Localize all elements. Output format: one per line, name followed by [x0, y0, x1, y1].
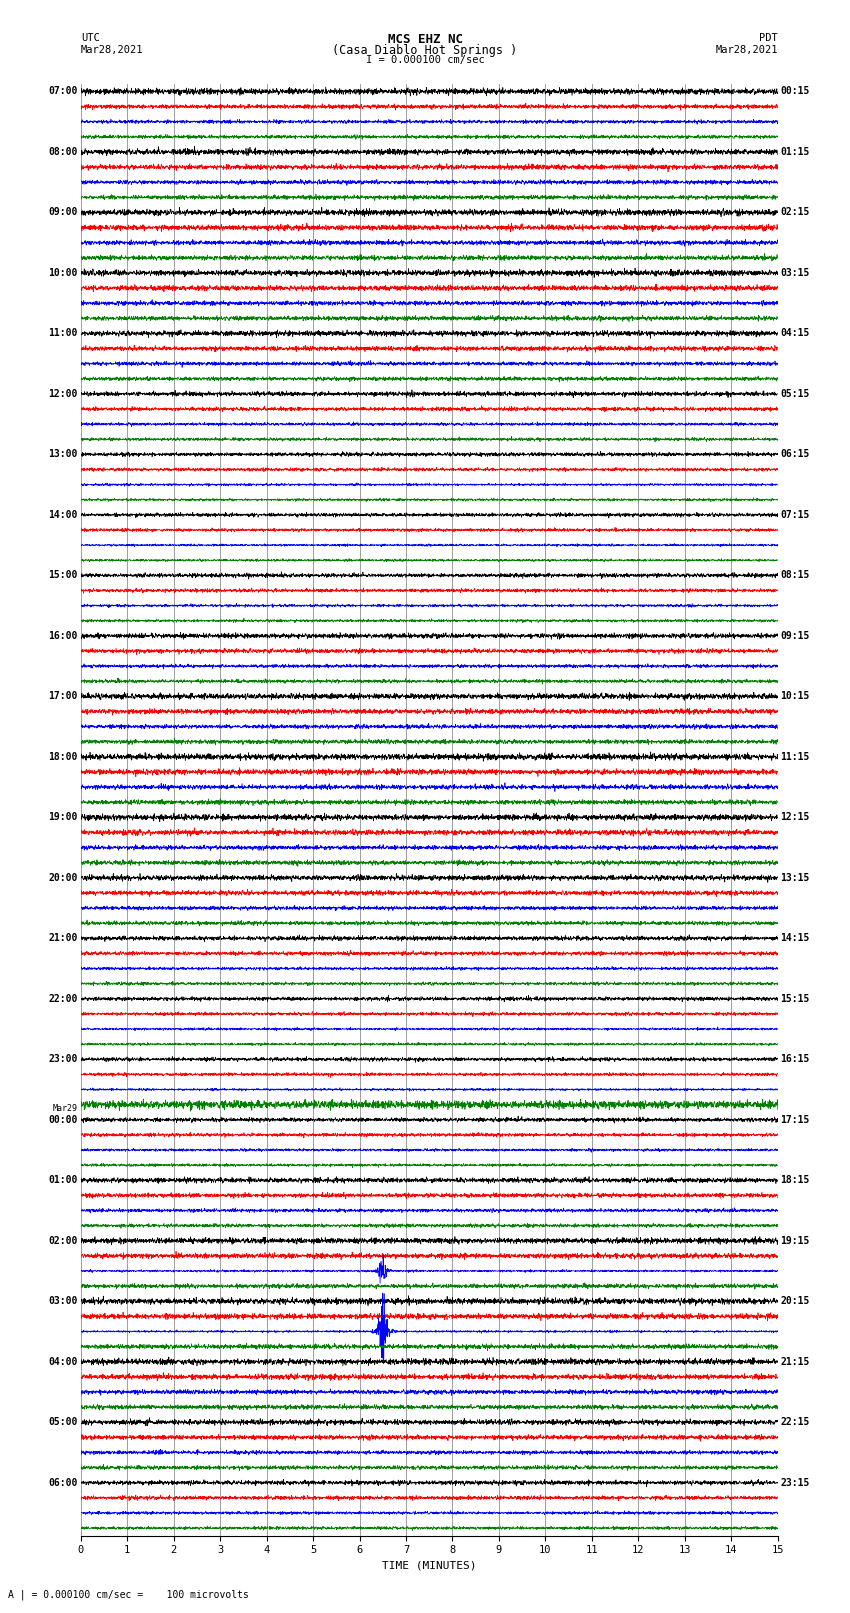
Text: 11:15: 11:15 — [780, 752, 810, 761]
Text: 00:00: 00:00 — [48, 1115, 78, 1124]
Text: 15:15: 15:15 — [780, 994, 810, 1003]
Text: 05:00: 05:00 — [48, 1418, 78, 1428]
Text: 01:00: 01:00 — [48, 1176, 78, 1186]
Text: 12:00: 12:00 — [48, 389, 78, 398]
Text: 17:00: 17:00 — [48, 692, 78, 702]
Text: 15:00: 15:00 — [48, 571, 78, 581]
Text: 18:00: 18:00 — [48, 752, 78, 761]
Text: I = 0.000100 cm/sec: I = 0.000100 cm/sec — [366, 55, 484, 65]
Text: PDT: PDT — [759, 32, 778, 44]
Text: 03:00: 03:00 — [48, 1297, 78, 1307]
Text: Mar28,2021: Mar28,2021 — [715, 45, 778, 55]
Text: 13:15: 13:15 — [780, 873, 810, 882]
Text: 12:15: 12:15 — [780, 813, 810, 823]
Text: 02:00: 02:00 — [48, 1236, 78, 1245]
Text: 19:00: 19:00 — [48, 813, 78, 823]
Text: 10:15: 10:15 — [780, 692, 810, 702]
Text: 10:00: 10:00 — [48, 268, 78, 277]
Text: 17:15: 17:15 — [780, 1115, 810, 1124]
Text: 20:00: 20:00 — [48, 873, 78, 882]
Text: 03:15: 03:15 — [780, 268, 810, 277]
Text: 16:00: 16:00 — [48, 631, 78, 640]
Text: Mar28,2021: Mar28,2021 — [81, 45, 144, 55]
Text: 08:15: 08:15 — [780, 571, 810, 581]
Text: 09:15: 09:15 — [780, 631, 810, 640]
Text: 16:15: 16:15 — [780, 1055, 810, 1065]
Text: Mar29: Mar29 — [53, 1105, 78, 1113]
Text: UTC: UTC — [81, 32, 99, 44]
Text: 04:00: 04:00 — [48, 1357, 78, 1366]
Text: 21:15: 21:15 — [780, 1357, 810, 1366]
Text: 01:15: 01:15 — [780, 147, 810, 156]
Text: A | = 0.000100 cm/sec =    100 microvolts: A | = 0.000100 cm/sec = 100 microvolts — [8, 1589, 249, 1600]
Text: 18:15: 18:15 — [780, 1176, 810, 1186]
Text: 00:15: 00:15 — [780, 87, 810, 97]
Text: 05:15: 05:15 — [780, 389, 810, 398]
Text: MCS EHZ NC: MCS EHZ NC — [388, 32, 462, 47]
Text: (Casa Diablo Hot Springs ): (Casa Diablo Hot Springs ) — [332, 44, 518, 58]
X-axis label: TIME (MINUTES): TIME (MINUTES) — [382, 1561, 477, 1571]
Text: 13:00: 13:00 — [48, 450, 78, 460]
Text: 08:00: 08:00 — [48, 147, 78, 156]
Text: 22:15: 22:15 — [780, 1418, 810, 1428]
Text: 09:00: 09:00 — [48, 208, 78, 218]
Text: 21:00: 21:00 — [48, 934, 78, 944]
Text: 14:00: 14:00 — [48, 510, 78, 519]
Text: 06:15: 06:15 — [780, 450, 810, 460]
Text: 06:00: 06:00 — [48, 1478, 78, 1487]
Text: 23:00: 23:00 — [48, 1055, 78, 1065]
Text: 23:15: 23:15 — [780, 1478, 810, 1487]
Text: 22:00: 22:00 — [48, 994, 78, 1003]
Text: 14:15: 14:15 — [780, 934, 810, 944]
Text: 11:00: 11:00 — [48, 329, 78, 339]
Text: 19:15: 19:15 — [780, 1236, 810, 1245]
Text: 20:15: 20:15 — [780, 1297, 810, 1307]
Text: 04:15: 04:15 — [780, 329, 810, 339]
Text: 02:15: 02:15 — [780, 208, 810, 218]
Text: 07:00: 07:00 — [48, 87, 78, 97]
Text: 07:15: 07:15 — [780, 510, 810, 519]
